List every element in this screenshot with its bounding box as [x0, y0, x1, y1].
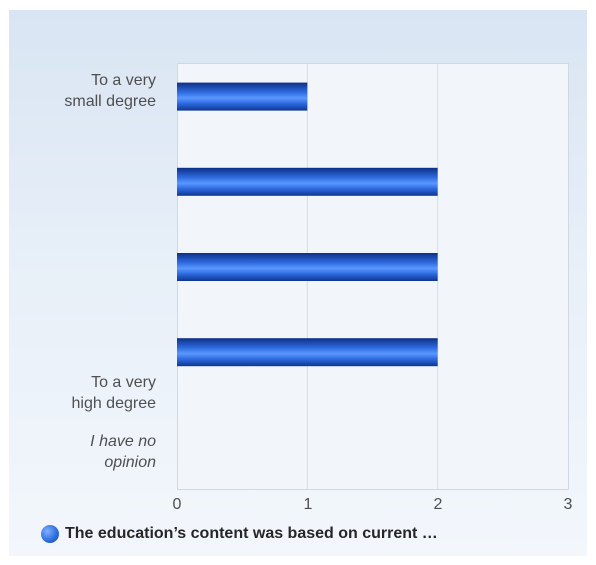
category-label: To a very small degree: [16, 70, 156, 112]
category-label-line: I have no: [90, 433, 156, 450]
legend-label: The education’s content was based on cur…: [65, 525, 438, 542]
category-label-line: opinion: [104, 454, 156, 471]
bar: [177, 167, 438, 196]
category-label-line: high degree: [71, 395, 156, 412]
x-tick-label: 3: [563, 496, 573, 513]
category-label-line: small degree: [64, 93, 156, 110]
category-label-line: To a very: [91, 72, 156, 89]
legend-swatch: [41, 525, 59, 543]
x-tick-label: 0: [172, 496, 182, 513]
bar: [177, 253, 438, 281]
category-label: I have no opinion: [16, 431, 156, 473]
bar: [177, 338, 438, 367]
category-label-line: To a very: [91, 374, 156, 391]
legend: The education’s content was based on cur…: [41, 525, 438, 543]
bar: [177, 82, 308, 111]
x-tick-label: 2: [433, 496, 443, 513]
category-label: To a very high degree: [16, 372, 156, 414]
x-tick-label: 1: [303, 496, 313, 513]
